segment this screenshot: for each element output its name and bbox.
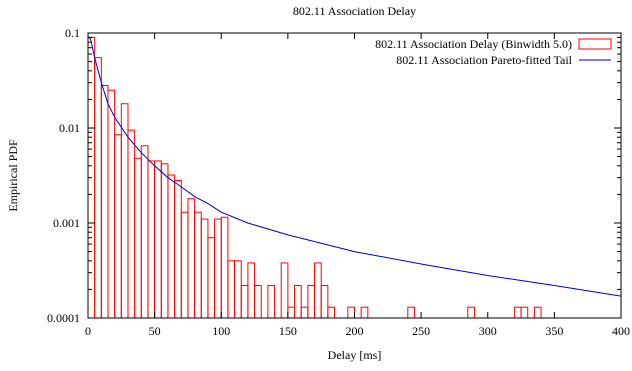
x-tick-label: 150 [279,324,297,338]
y-tick-label: 0.001 [53,216,80,230]
histogram-bar [127,129,136,319]
histogram-bar [314,262,322,319]
histogram-bar [280,262,289,319]
histogram-bar [234,260,242,319]
plot-area: 0 50 100 150 200 250 300 350 400 0.0001 0.001 0.01 0… [47,26,630,338]
legend-swatch-histogram [578,38,612,50]
x-tick-label: 200 [346,324,364,338]
histogram-bar [100,85,109,319]
histogram-bar [300,306,309,319]
histogram-bar [134,157,142,319]
histogram-bar [180,211,189,319]
histogram-bar [347,306,355,319]
histogram-bar [360,306,369,319]
x-tick-label: 350 [545,324,563,338]
x-tick-label: 300 [479,324,497,338]
histogram-bar [240,284,249,319]
histogram-bar [94,57,102,319]
histogram-bar [227,260,236,319]
x-tick-label: 100 [212,324,230,338]
histogram-bar [307,284,316,319]
histogram-bar [147,160,156,319]
histogram-bar [467,306,475,319]
histogram-bar [247,262,256,319]
y-axis-label: Empirical PDF [6,139,20,212]
histogram-bar [107,89,116,319]
histogram-bar [154,160,162,319]
histogram-bar [207,237,216,319]
legend-label-histogram: 802.11 Association Delay (Binwidth 5.0) [375,37,572,51]
histogram-bar [114,134,122,319]
y-tick-label: 0.0001 [47,311,80,325]
histogram-bar [220,216,229,319]
histogram-bar [327,306,336,319]
histogram-bar [187,198,196,319]
histogram-bar [513,306,522,319]
histogram-bar [254,284,262,319]
legend-label-pareto-tail: 802.11 Association Pareto-fitted Tail [396,53,572,67]
histogram-bar [140,145,149,319]
histogram-bar [533,306,542,319]
histogram-bar [200,218,209,319]
histogram-bar [167,174,176,319]
histogram-bar [174,180,182,319]
chart-title: 802.11 Association Delay [293,4,416,18]
histogram-bar [320,284,329,319]
x-tick-label: 400 [612,324,630,338]
y-tick-label: 0.01 [59,121,80,135]
histogram-bar [214,218,222,319]
histogram-bar [194,211,202,319]
histogram-bar [160,163,169,319]
y-tick-label: 0.1 [65,26,80,40]
pareto-tail-line [88,37,622,297]
x-tick-label: 0 [85,324,91,338]
histogram-bar [287,306,296,319]
histogram-bar [294,284,302,319]
histogram-bar [520,306,529,319]
x-tick-label: 50 [149,324,161,338]
legend: 802.11 Association Delay (Binwidth 5.0) … [375,37,612,67]
x-axis-label: Delay [ms] [328,348,382,362]
histogram-bar [267,284,276,319]
histogram-bar [407,306,415,319]
x-tick-label: 250 [412,324,430,338]
